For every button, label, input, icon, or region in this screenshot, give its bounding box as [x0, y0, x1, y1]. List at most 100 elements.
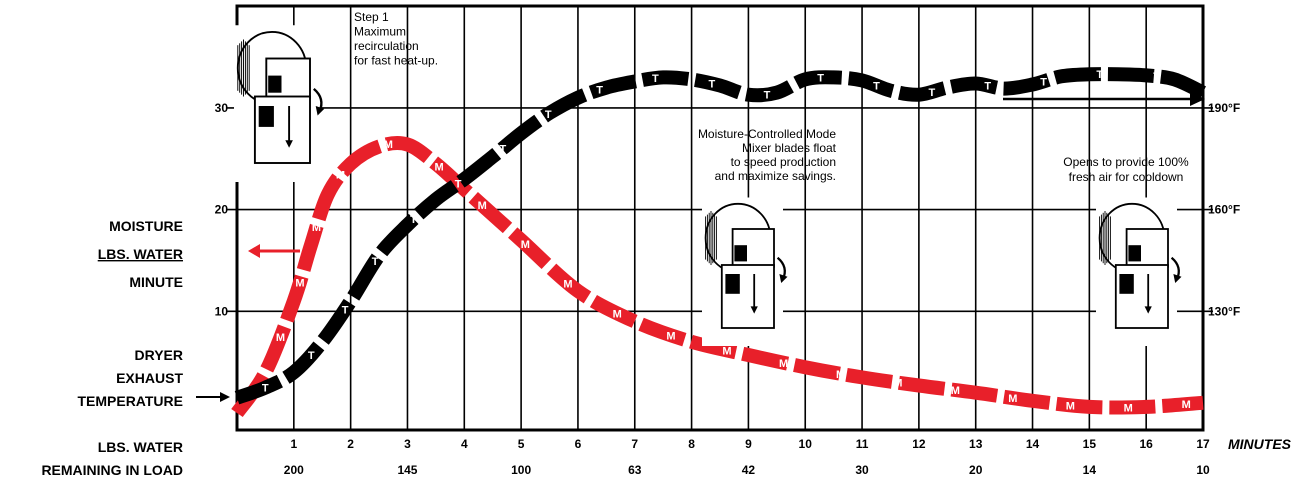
dryer-illustration-step1 [234, 25, 325, 182]
dryer-window [734, 245, 747, 262]
plot-frame [235, 4, 1205, 432]
series-marker-T: T [764, 90, 771, 102]
cooldown-annotation: fresh air for cooldown [1069, 170, 1184, 184]
moisture-mode-annotation: to speed production [731, 155, 836, 169]
series-marker-T: T [1040, 76, 1047, 88]
series-marker-M: M [893, 378, 902, 390]
remaining-axis-label: LBS. WATER [98, 439, 183, 455]
series-marker-T: T [817, 72, 824, 84]
series-marker-M: M [1066, 400, 1075, 412]
dryer-panel [258, 106, 274, 127]
x-tick-label: 15 [1083, 437, 1097, 451]
series-marker-T: T [262, 383, 269, 395]
x-tick-label: 8 [688, 437, 695, 451]
step1-annotation: Maximum [354, 25, 406, 39]
series-marker-M: M [1182, 399, 1191, 411]
axis-labels: 1 2 3 4 5 6 7 8 9 10 11 12 13 14 15 16 17102030130°F160°… [41, 92, 1292, 478]
dryer-exhaust-arrow-head [1173, 274, 1182, 283]
series-marker-M: M [478, 200, 487, 212]
x-tick-label: 3 [404, 437, 411, 451]
dryer-exhaust-arrow-head [779, 274, 788, 283]
x-tick-label: 14 [1026, 437, 1040, 451]
dryer-panel [1119, 274, 1134, 294]
moisture-mode-annotation: Moisture-Controlled Mode [698, 127, 836, 141]
left-tick-label: 10 [215, 304, 229, 318]
x-tick-label: 12 [912, 437, 926, 451]
series-marker-T: T [499, 143, 506, 155]
right-tick-label: 160°F [1208, 203, 1240, 217]
temperature-axis-label: EXHAUST [116, 370, 183, 386]
series-line-T [234, 67, 1207, 405]
left-tick-label: 20 [215, 203, 229, 217]
series-marker-T: T [984, 80, 991, 92]
moisture-axis-label: MOISTURE [109, 218, 183, 234]
series-marker-M: M [276, 332, 285, 344]
dryer-flow-arrow-head [1144, 306, 1152, 314]
moisture-axis-label: LBS. WATER [98, 246, 183, 262]
x-tick-label: 6 [575, 437, 582, 451]
x-tick-label: 7 [631, 437, 638, 451]
right-tick-label: 190°F [1208, 101, 1240, 115]
series-marker-T: T [410, 214, 417, 226]
series-marker-T: T [652, 73, 659, 85]
series-marker-T: T [342, 304, 349, 316]
x-tick-label: 1 [290, 437, 297, 451]
series-marker-T: T [372, 256, 379, 268]
x-tick-label: 4 [461, 437, 468, 451]
temperature-arrow-head [220, 392, 230, 402]
series-marker-M: M [312, 222, 321, 234]
series-marker-M: M [1008, 393, 1017, 405]
series-marker-T: T [1153, 71, 1160, 83]
remaining-value: 14 [1083, 463, 1097, 477]
series-marker-M: M [613, 309, 622, 321]
step1-annotation: Step 1 [354, 10, 389, 24]
series-marker-M: M [779, 358, 788, 370]
remaining-value: 30 [855, 463, 869, 477]
dryer-exhaust-arrow-head [315, 106, 325, 116]
remaining-value: 63 [628, 463, 642, 477]
cooldown-arrow-head [1190, 92, 1205, 106]
dryer-window [268, 75, 282, 93]
series-marker-T: T [1096, 69, 1103, 81]
dryer-illustration-moisture-mode [702, 197, 788, 346]
dryer-illustration-cooldown [1096, 197, 1182, 346]
x-tick-label: 16 [1139, 437, 1153, 451]
temperature-axis-label: TEMPERATURE [77, 393, 183, 409]
remaining-axis-label: REMAINING IN LOAD [41, 462, 183, 478]
series-marker-M: M [1124, 402, 1133, 414]
series-marker-M: M [435, 161, 444, 173]
x-tick-label: 13 [969, 437, 983, 451]
moisture-mode-annotation: Mixer blades float [742, 141, 837, 155]
x-tick-label: 10 [799, 437, 813, 451]
cooldown-annotation: Opens to provide 100% [1063, 155, 1189, 169]
series-marker-M: M [722, 345, 731, 357]
series-marker-T: T [545, 109, 552, 121]
moisture-axis-label: MINUTE [129, 274, 183, 290]
dryer-illustrations [234, 25, 1182, 346]
series-marker-M: M [336, 170, 345, 182]
x-tick-label: 2 [347, 437, 354, 451]
x-tick-label: 5 [518, 437, 525, 451]
series-marker-T: T [455, 179, 462, 191]
series-marker-M: M [836, 369, 845, 381]
remaining-value: 200 [284, 463, 304, 477]
x-tick-label: 9 [745, 437, 752, 451]
moisture-mode-annotation: and maximize savings. [715, 169, 836, 183]
dryer-flow-arrow-head [750, 306, 758, 314]
series-marker-T: T [873, 81, 880, 93]
series-marker-T: T [929, 87, 936, 99]
dryer-panel [725, 274, 740, 294]
remaining-value: 20 [969, 463, 983, 477]
right-tick-label: 130°F [1208, 304, 1240, 318]
remaining-value: 42 [742, 463, 756, 477]
remaining-value: 100 [511, 463, 531, 477]
x-tick-label: 11 [856, 437, 869, 451]
series-marker-M: M [295, 278, 304, 290]
series-marker-M: M [521, 239, 530, 251]
series-marker-M: M [666, 330, 675, 342]
series-marker-T: T [596, 85, 603, 97]
remaining-value: 145 [397, 463, 417, 477]
series-marker-M: M [951, 385, 960, 397]
x-tick-label: 17 [1196, 437, 1210, 451]
